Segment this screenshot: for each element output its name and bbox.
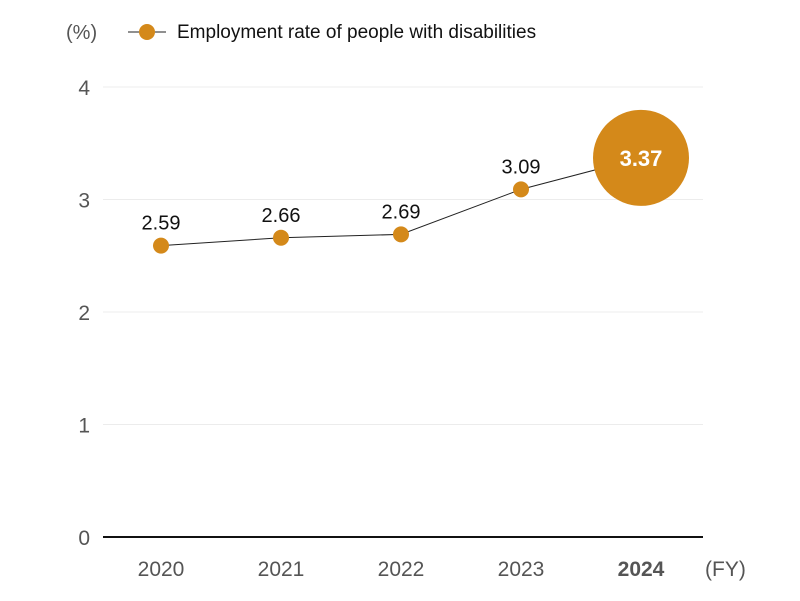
data-point	[393, 226, 409, 243]
x-tick-label: 2022	[378, 558, 425, 581]
data-label: 2.59	[142, 213, 181, 235]
x-tick-label: 2020	[138, 558, 185, 581]
data-point	[153, 237, 169, 254]
legend-marker	[139, 24, 155, 40]
y-tick-label: 0	[78, 527, 90, 550]
legend: Employment rate of people with disabilit…	[128, 22, 536, 43]
data-label: 2.66	[262, 205, 301, 227]
y-tick-label: 2	[78, 302, 90, 325]
data-point	[513, 181, 529, 198]
y-tick-label: 1	[78, 415, 90, 438]
y-axis-unit: (%)	[66, 22, 97, 44]
legend-label: Employment rate of people with disabilit…	[177, 22, 536, 43]
data-point	[273, 229, 289, 246]
x-tick-label: 2023	[498, 558, 545, 581]
y-tick-label: 4	[78, 77, 90, 100]
x-tick-label: 2024	[618, 558, 665, 581]
highlight-point	[593, 109, 689, 206]
data-label: 3.37	[620, 146, 663, 171]
x-axis-unit: (FY)	[705, 558, 746, 581]
data-label: 3.09	[502, 156, 541, 178]
y-tick-label: 3	[78, 190, 90, 213]
data-label: 2.69	[382, 201, 421, 223]
x-tick-label: 2021	[258, 558, 305, 581]
